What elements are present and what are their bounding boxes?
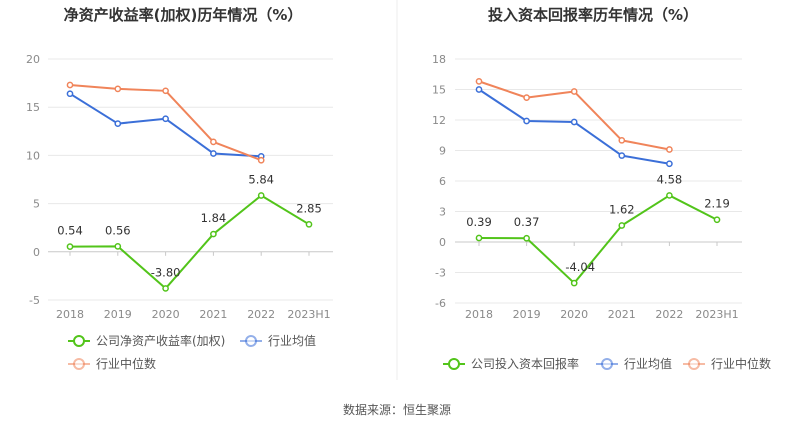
data-label: 0.54 xyxy=(57,224,83,238)
y-tick-label: 0 xyxy=(439,236,446,249)
y-tick-label: -3 xyxy=(435,267,446,280)
y-tick-label: 0 xyxy=(33,246,40,259)
data-label: 0.56 xyxy=(105,223,131,237)
legend-industry-median[interactable]: 行业中位数 xyxy=(68,356,156,371)
industry-median-series-line xyxy=(69,84,262,162)
legend-marker-icon xyxy=(245,335,257,347)
company-series-point[interactable] xyxy=(618,222,626,229)
roic-chart: 投入资本回报率历年情况（%） 18 15 12 9 6 3 0 -3 -6 2018 2019 2020… xyxy=(432,6,771,371)
data-label: 0.37 xyxy=(514,215,540,229)
legend-marker-icon xyxy=(73,358,85,370)
industry-median-series-point[interactable] xyxy=(114,85,122,93)
company-series-point[interactable] xyxy=(210,230,217,238)
y-tick-label: -6 xyxy=(435,297,446,310)
chart-title: 净资产收益率(加权)历年情况（%） xyxy=(64,6,303,24)
industry-median-series-point[interactable] xyxy=(475,78,483,85)
x-tick-label: 2022 xyxy=(247,308,275,321)
industry-median-series-point[interactable] xyxy=(570,88,578,95)
x-tick-label: 2023H1 xyxy=(287,308,330,321)
company-series-point[interactable] xyxy=(305,220,313,228)
data-label: 5.84 xyxy=(248,173,274,187)
y-tick-label: 9 xyxy=(439,145,446,158)
y-tick-label: 6 xyxy=(439,175,446,188)
x-tick-label: 2022 xyxy=(655,308,683,321)
industry-average-series-point[interactable] xyxy=(475,86,483,93)
y-tick-label: 3 xyxy=(439,206,446,219)
roe-chart: 净资产收益率(加权)历年情况（%） 20 15 10 5 0 -5 2018 2019 2020 2… xyxy=(26,6,333,371)
industry-median-series-point[interactable] xyxy=(210,138,217,146)
data-label: -4.04 xyxy=(565,260,595,274)
data-label: 0.39 xyxy=(466,215,492,229)
x-tick-label: 2019 xyxy=(104,308,132,321)
data-label: 1.84 xyxy=(201,211,227,225)
legend-company[interactable]: 公司投入资本回报率 xyxy=(443,356,579,371)
legend-industry-median[interactable]: 行业中位数 xyxy=(683,356,771,371)
industry-average-series-point[interactable] xyxy=(523,117,530,125)
industry-median-series-point[interactable] xyxy=(162,87,169,95)
industry-average-series-point[interactable] xyxy=(66,90,74,98)
industry-median-series-point[interactable] xyxy=(618,136,626,144)
legend-label: 行业中位数 xyxy=(96,356,156,371)
company-series-line xyxy=(478,194,718,285)
industry-average-series-point[interactable] xyxy=(618,152,626,159)
company-series-point[interactable] xyxy=(162,285,169,292)
legend-marker-icon xyxy=(601,358,613,370)
source-note: 数据来源：恒生聚源 xyxy=(343,402,451,417)
industry-median-series-point[interactable] xyxy=(257,156,265,164)
data-label: -3.80 xyxy=(151,265,181,279)
x-tick-label: 2021 xyxy=(608,308,636,321)
legend-marker-icon xyxy=(448,358,460,370)
industry-average-series-point[interactable] xyxy=(570,118,578,126)
industry-median-series-point[interactable] xyxy=(66,81,74,89)
legend-label: 公司投入资本回报率 xyxy=(471,356,579,371)
x-tick-label: 2023H1 xyxy=(695,308,738,321)
y-tick-label: 20 xyxy=(26,53,40,66)
company-series-point[interactable] xyxy=(666,192,673,199)
x-tick-label: 2019 xyxy=(513,308,541,321)
industry-median-series-point[interactable] xyxy=(523,94,530,101)
company-series-point[interactable] xyxy=(66,243,74,250)
data-label: 4.58 xyxy=(657,172,683,186)
legend-company[interactable]: 公司净资产收益率(加权) xyxy=(68,333,225,348)
industry-average-series-point[interactable] xyxy=(666,160,673,168)
industry-median-series-point[interactable] xyxy=(666,146,673,153)
chart-title: 投入资本回报率历年情况（%） xyxy=(488,6,698,24)
company-series-point[interactable] xyxy=(475,234,483,242)
industry-average-series-point[interactable] xyxy=(162,115,169,123)
company-series-point[interactable] xyxy=(257,192,265,199)
y-tick-label: 18 xyxy=(432,53,446,66)
legend-marker-icon xyxy=(688,358,700,370)
company-series-point[interactable] xyxy=(570,279,578,287)
legend-label: 行业均值 xyxy=(268,333,316,348)
company-series-line xyxy=(69,194,310,290)
y-tick-label: 10 xyxy=(26,149,40,162)
legend-marker-icon xyxy=(73,335,85,347)
legend-label: 行业中位数 xyxy=(711,356,771,371)
company-series-point[interactable] xyxy=(713,216,721,224)
x-tick-label: 2021 xyxy=(199,308,227,321)
company-series-point[interactable] xyxy=(523,234,530,242)
data-label: 1.62 xyxy=(609,203,635,217)
y-tick-label: 15 xyxy=(26,101,40,114)
industry-average-series-point[interactable] xyxy=(210,150,217,157)
legend-industry-average[interactable]: 行业均值 xyxy=(596,356,672,371)
industry-average-series-point[interactable] xyxy=(114,120,122,127)
x-tick-label: 2018 xyxy=(56,308,84,321)
legend-label: 公司净资产收益率(加权) xyxy=(96,333,225,348)
x-tick-label: 2020 xyxy=(152,308,180,321)
legend-label: 行业均值 xyxy=(624,356,672,371)
company-series-point[interactable] xyxy=(114,243,122,250)
data-label: 2.19 xyxy=(704,197,730,211)
industry-average-series-line xyxy=(69,92,262,158)
y-tick-label: -5 xyxy=(29,294,40,307)
legend-industry-average[interactable]: 行业均值 xyxy=(240,333,316,348)
y-tick-label: 15 xyxy=(432,84,446,97)
x-tick-label: 2020 xyxy=(560,308,588,321)
industry-average-series-line xyxy=(478,88,670,165)
x-tick-label: 2018 xyxy=(465,308,493,321)
y-tick-label: 5 xyxy=(33,198,40,211)
y-tick-label: 12 xyxy=(432,114,446,127)
data-label: 2.85 xyxy=(296,201,322,215)
